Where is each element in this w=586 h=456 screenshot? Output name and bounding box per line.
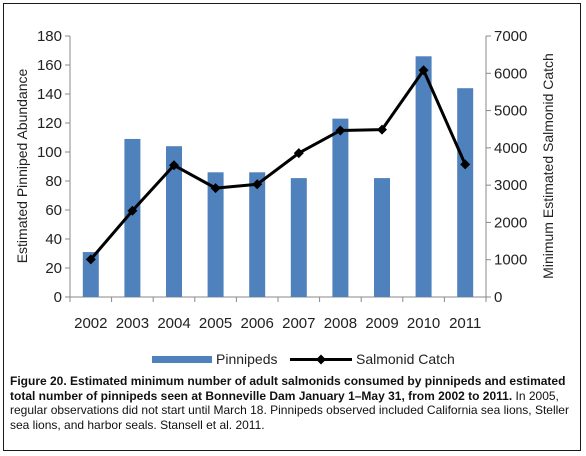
bar-pinnipeds-2008 (332, 118, 349, 298)
y2-tick-label: 4000 (494, 140, 527, 157)
bar-pinnipeds-2003 (124, 138, 141, 297)
bar-pinnipeds-2006 (249, 172, 266, 297)
legend-marker-salmonid-catch (316, 354, 326, 365)
y-tick-label: 120 (37, 115, 62, 132)
legend-swatch-pinnipeds (152, 356, 212, 363)
x-tick-label: 2011 (449, 315, 481, 332)
y2-axis-title: Minimum Estimated Salmonid Catch (540, 53, 556, 279)
y2-tick-label: 2000 (494, 214, 527, 231)
y2-tick-label: 1000 (494, 252, 527, 269)
figure-caption: Figure 20. Estimated minimum number of a… (10, 374, 576, 432)
figure-frame (3, 3, 581, 451)
point-salmonid-catch-2005 (210, 183, 221, 194)
y-tick-label: 20 (45, 260, 62, 277)
x-tick-label: 2002 (74, 315, 107, 332)
point-salmonid-catch-2008 (335, 125, 346, 136)
caption-note: In 2005, regular observations did not st… (10, 388, 569, 432)
bar-series-pinnipeds (82, 56, 474, 298)
bar-pinnipeds-2007 (290, 178, 307, 297)
x-tick-label: 2007 (282, 315, 315, 332)
bar-pinnipeds-2005 (207, 172, 224, 297)
combo-chart: 0 20 40 60 80 100 120 140 160 180 0 1000 2000 3000 40… (14, 28, 556, 367)
y-tick-label: 140 (37, 86, 62, 103)
y-tick-label: 100 (37, 144, 62, 161)
right-axis: 0 1000 2000 3000 4000 5000 6000 7000 (485, 28, 527, 306)
x-tick-label: 2003 (116, 315, 149, 332)
point-salmonid-catch-2004 (169, 160, 179, 171)
y2-tick-label: 7000 (494, 28, 527, 45)
point-salmonid-catch-2002 (85, 254, 96, 265)
y-tick-label: 0 (54, 289, 62, 306)
caption-title: Figure 20. Estimated minimum number of a… (10, 374, 566, 403)
y2-tick-label: 3000 (494, 177, 527, 194)
x-tick-label: 2010 (407, 315, 440, 332)
y-tick-label: 60 (45, 202, 62, 219)
left-axis: 0 20 40 60 80 100 120 140 160 180 (37, 28, 71, 306)
x-tick-label: 2006 (241, 315, 274, 332)
y-tick-label: 180 (37, 28, 62, 45)
legend-label-pinnipeds: Pinnipeds (216, 351, 278, 367)
point-salmonid-catch-2009 (377, 124, 387, 135)
y2-tick-label: 5000 (494, 103, 527, 120)
bar-pinnipeds-2002 (82, 252, 99, 297)
x-tick-label: 2009 (365, 315, 398, 332)
point-salmonid-catch-2011 (460, 159, 471, 170)
line-path-salmonid-catch (89, 68, 467, 261)
legend-label-salmonid-catch: Salmonid Catch (356, 351, 455, 367)
x-tick-label: 2004 (157, 315, 190, 332)
bar-pinnipeds-2004 (166, 146, 182, 297)
bar-pinnipeds-2011 (457, 88, 474, 297)
y-tick-label: 160 (37, 57, 62, 74)
y-tick-label: 40 (45, 231, 62, 248)
y2-tick-label: 6000 (494, 65, 527, 82)
x-tick-label: 2008 (324, 315, 357, 332)
y-tick-label: 80 (45, 173, 62, 190)
point-salmonid-catch-2006 (252, 179, 263, 190)
y-axis-title: Estimated Pinniped Abundance (14, 68, 30, 263)
point-salmonid-catch-2010 (418, 65, 429, 76)
point-salmonid-catch-2007 (293, 148, 304, 159)
bar-pinnipeds-2010 (415, 56, 432, 297)
x-tick-label: 2005 (199, 315, 232, 332)
line-series-salmonid-catch (85, 65, 471, 265)
x-axis: 2002 2003 2004 2005 2006 2007 2008 2009 2010 2011 (69, 296, 487, 332)
bar-pinnipeds-2009 (374, 178, 390, 297)
y2-tick-label: 0 (494, 289, 502, 306)
point-salmonid-catch-2003 (127, 205, 138, 216)
legend: Pinnipeds Salmonid Catch (152, 351, 455, 367)
